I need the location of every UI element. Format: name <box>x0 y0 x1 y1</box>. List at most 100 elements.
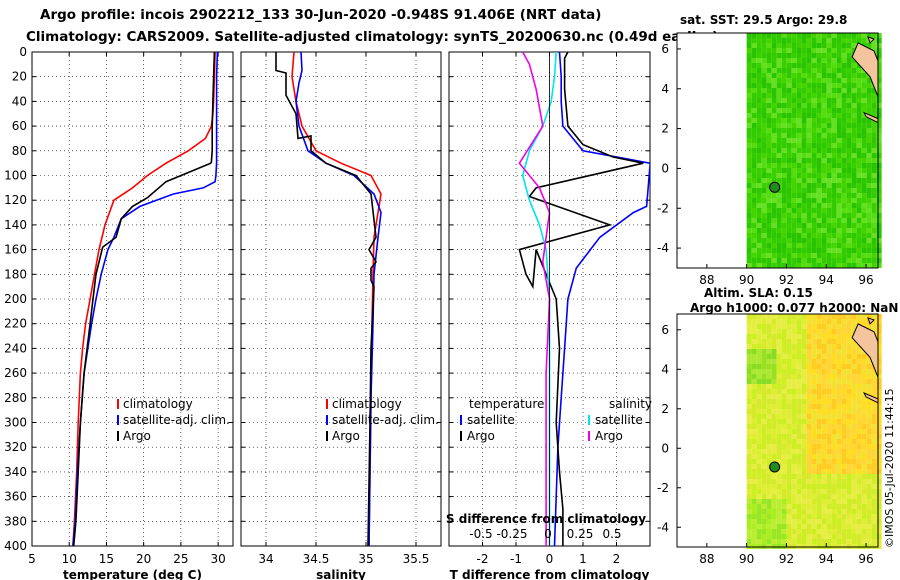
map-cell <box>746 524 752 529</box>
sla-map-label-1: Altim. SLA: 0.15 <box>704 286 813 300</box>
map-cell <box>841 228 847 233</box>
map-cell <box>791 113 797 118</box>
map-cell <box>816 108 822 113</box>
map-cell <box>856 253 862 258</box>
map-cell <box>796 108 802 113</box>
map-cell <box>816 504 822 509</box>
y-tick-label: 400 <box>4 539 27 553</box>
map-cell <box>746 339 752 344</box>
map-cell <box>851 218 857 223</box>
map-cell <box>761 419 767 424</box>
map-cell <box>801 168 807 173</box>
map-cell <box>771 38 777 43</box>
map-y-tick-label: -4 <box>657 520 669 534</box>
map-cell <box>821 429 827 434</box>
map-cell <box>821 138 827 143</box>
map-cell <box>796 73 802 78</box>
map-cell <box>826 329 832 334</box>
map-cell <box>761 319 767 324</box>
map-cell <box>771 384 777 389</box>
map-cell <box>866 514 872 519</box>
map-cell <box>836 148 842 153</box>
map-cell <box>811 73 817 78</box>
map-cell <box>836 138 842 143</box>
map-cell <box>751 459 757 464</box>
map-cell <box>781 188 787 193</box>
map-cell <box>876 148 882 153</box>
map-cell <box>851 203 857 208</box>
map-cell <box>866 128 872 133</box>
map-cell <box>866 379 872 384</box>
map-cell <box>866 253 872 258</box>
map-cell <box>796 203 802 208</box>
map-cell <box>861 319 867 324</box>
map-cell <box>776 173 782 178</box>
map-cell <box>801 123 807 128</box>
argo-location-marker <box>769 461 781 473</box>
map-cell <box>761 238 767 243</box>
map-cell <box>841 163 847 168</box>
map-cell <box>836 504 842 509</box>
map-cell <box>826 369 832 374</box>
map-cell <box>836 514 842 519</box>
map-cell <box>851 399 857 404</box>
map-cell <box>841 409 847 414</box>
map-cell <box>796 349 802 354</box>
map-cell <box>786 494 792 499</box>
map-cell <box>836 83 842 88</box>
map-cell <box>856 414 862 419</box>
map-cell <box>811 339 817 344</box>
map-cell <box>781 228 787 233</box>
map-cell <box>746 193 752 198</box>
map-cell <box>751 243 757 248</box>
map-cell <box>801 183 807 188</box>
map-cell <box>866 193 872 198</box>
map-cell <box>866 78 872 83</box>
map-cell <box>796 499 802 504</box>
map-cell <box>846 514 852 519</box>
map-cell <box>796 178 802 183</box>
map-cell <box>836 374 842 379</box>
map-cell <box>851 314 857 319</box>
y-tick-label: 20 <box>12 70 27 84</box>
map-cell <box>846 519 852 524</box>
map-cell <box>836 414 842 419</box>
map-cell <box>876 193 882 198</box>
map-cell <box>791 233 797 238</box>
map-cell <box>791 424 797 429</box>
map-cell <box>826 454 832 459</box>
map-cell <box>816 243 822 248</box>
map-cell <box>811 228 817 233</box>
map-cell <box>816 93 822 98</box>
map-cell <box>856 153 862 158</box>
map-cell <box>816 248 822 253</box>
map-cell <box>846 419 852 424</box>
map-cell <box>826 459 832 464</box>
map-cell <box>796 399 802 404</box>
map-cell <box>751 33 757 38</box>
map-cell <box>811 539 817 544</box>
map-cell <box>816 128 822 133</box>
map-cell <box>791 374 797 379</box>
map-cell <box>811 389 817 394</box>
map-cell <box>826 38 832 43</box>
map-cell <box>841 208 847 213</box>
map-cell <box>846 148 852 153</box>
map-cell <box>786 33 792 38</box>
map-cell <box>811 63 817 68</box>
map-cell <box>801 314 807 319</box>
map-cell <box>831 384 837 389</box>
map-cell <box>861 484 867 489</box>
map-cell <box>816 98 822 103</box>
map-cell <box>841 419 847 424</box>
map-cell <box>816 404 822 409</box>
map-cell <box>821 158 827 163</box>
map-cell <box>781 58 787 63</box>
map-cell <box>876 359 882 364</box>
map-cell <box>826 163 832 168</box>
map-cell <box>836 193 842 198</box>
map-cell <box>846 48 852 53</box>
map-cell <box>771 243 777 248</box>
map-cell <box>751 143 757 148</box>
map-cell <box>781 43 787 48</box>
